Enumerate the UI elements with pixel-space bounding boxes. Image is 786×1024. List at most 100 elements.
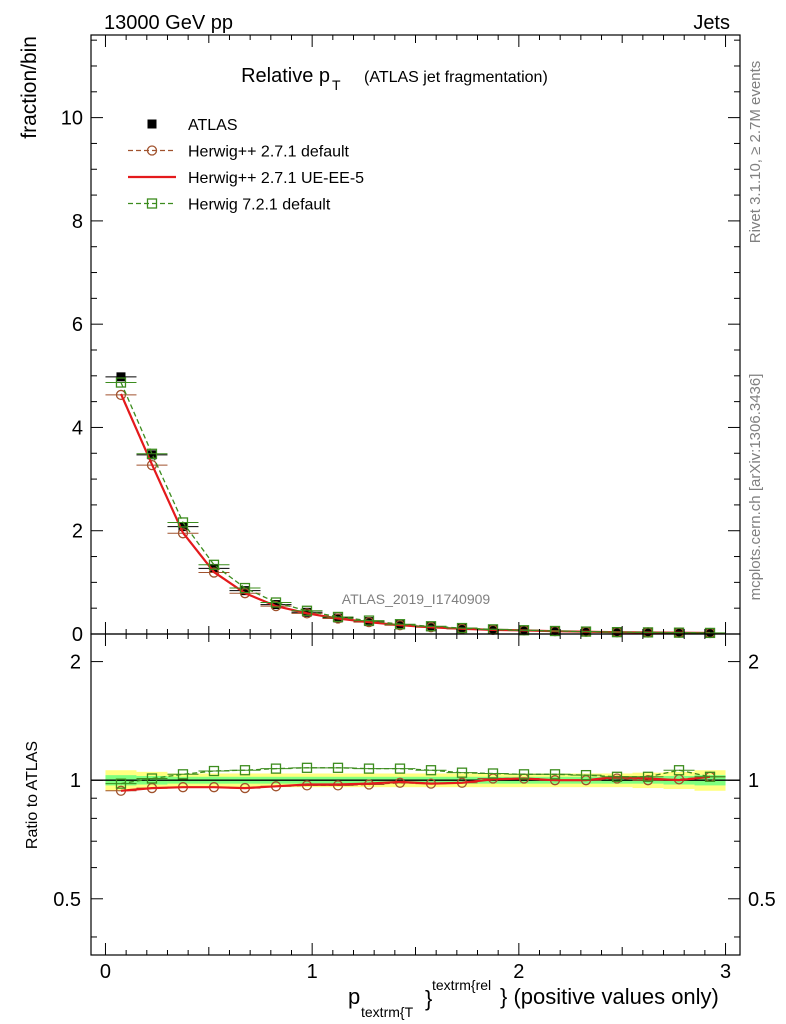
main-point: [208, 559, 220, 570]
ratio-point: [301, 762, 313, 773]
main-point: [240, 586, 250, 596]
ratio-point: [270, 763, 282, 774]
ratio-ytick-label-right: 0.5: [748, 889, 776, 911]
main-point: [177, 528, 189, 539]
legend-label: Herwig++ 2.7.1 default: [188, 144, 350, 161]
main-point: [673, 627, 685, 638]
ratio-point: [146, 773, 158, 784]
main-point: [642, 627, 654, 638]
main-point: [115, 377, 127, 388]
ratio-xtick-label: 3: [720, 961, 731, 983]
xlabel-p: p: [348, 984, 360, 1009]
rivet-label: Rivet 3.1.10, ≥ 2.7M events: [747, 61, 764, 244]
main-point: [456, 622, 468, 634]
main-point: [549, 625, 561, 637]
legend-marker: [146, 198, 158, 209]
main-title: Relative p T (ATLAS jet fragmentation): [241, 65, 548, 93]
main-panel: 0 2 4 6 8 10 fraction/bin Relative p T (ATLAS…: [18, 34, 741, 646]
ratio-point: [487, 768, 499, 779]
ratio-marks: [91, 762, 740, 796]
title-sub: T: [332, 77, 341, 93]
legend-label: Herwig++ 2.7.1 UE-EE-5: [188, 170, 364, 187]
ratio-xtick-label: 0: [100, 961, 111, 983]
ratio-ytick-label: 1: [70, 770, 81, 792]
ratio-point: [611, 771, 623, 782]
mcplots-label: mcplots.cern.ch [arXiv:1306.3436]: [747, 374, 764, 601]
ratio-point: [456, 767, 468, 778]
main-series-herwig-7-2-1-default: [105, 377, 726, 639]
watermark: ATLAS_2019_I1740909: [342, 591, 491, 607]
main-ytick-label: 6: [72, 314, 83, 336]
ratio-point: [394, 763, 406, 774]
ratio-point: [704, 771, 716, 782]
legend-entry-herwig-2-7-1-ue-ee-5: Herwig++ 2.7.1 UE-EE-5: [128, 170, 364, 187]
ratio-xtick-label: 1: [307, 961, 318, 983]
xlabel-suffix: } (positive values only): [500, 984, 719, 1009]
legend-label: Herwig 7.2.1 default: [188, 197, 331, 214]
title-text: Relative p: [241, 65, 330, 87]
legend-entry-herwig-7-2-1-default: Herwig 7.2.1 default: [128, 197, 331, 214]
ratio-point: [673, 765, 685, 776]
ratio-point: [177, 769, 189, 780]
ratio-series-herwig-7-2-1-default: [105, 762, 726, 789]
ratio-frame: [90, 633, 741, 956]
ratio-ytick-label: 2: [70, 652, 81, 674]
ratio-point: [580, 769, 592, 781]
ratio-point: [332, 762, 344, 773]
ratio-ylabel: Ratio to ATLAS: [24, 741, 41, 849]
main-point: [208, 567, 220, 578]
main-point: [611, 626, 623, 638]
ratio-panel: 0.5 0.5 1 1 2 2 0 1 2 3 Ratio to ATLAS p textrm{T…: [24, 633, 776, 1020]
ratio-point: [518, 769, 530, 780]
legend-entry-herwig-2-7-1-default: Herwig++ 2.7.1 default: [128, 144, 350, 161]
ratio-point: [642, 771, 654, 782]
main-marks: [105, 372, 726, 639]
main-ytick-label: 10: [61, 108, 83, 130]
ratio-point: [208, 765, 220, 777]
main-ytick-label: 0: [72, 624, 83, 646]
main-point: [239, 582, 251, 594]
header-left: 13000 GeV pp: [104, 12, 233, 34]
ratio-point: [425, 765, 437, 776]
main-point: [425, 621, 437, 632]
title-suffix: (ATLAS jet fragmentation): [364, 69, 548, 86]
legend-marker: [147, 119, 157, 129]
main-ytick-label: 4: [72, 417, 83, 439]
legend: ATLAS Herwig++ 2.7.1 default Herwig++ 2.7.…: [128, 117, 364, 214]
ratio-point: [115, 778, 127, 789]
ratio-point: [549, 769, 561, 780]
main-point: [301, 605, 313, 616]
ratio-ytick-label: 0.5: [53, 889, 81, 911]
xlabel-brace: }: [425, 986, 432, 1011]
x-axis-label: p textrm{T } textrm{rel } (positive valu…: [348, 977, 719, 1020]
ratio-ticks: 0.5 0.5 1 1 2 2 0 1 2 3: [53, 634, 776, 983]
main-ylabel: fraction/bin: [18, 36, 41, 139]
ratio-series-herwig-2-7-1-ue-ee-5: [120, 775, 711, 792]
main-point: [146, 448, 158, 459]
main-point: [332, 611, 344, 623]
xlabel-sub: textrm{T: [361, 1004, 414, 1020]
main-ytick-label: 8: [72, 211, 83, 233]
ratio-ytick-label-right: 2: [748, 652, 759, 674]
main-point: [394, 619, 406, 630]
main-point: [270, 597, 282, 608]
xlabel-sup: textrm{rel: [432, 977, 491, 993]
ratio-point: [239, 765, 251, 776]
ratio-xtick-label: 2: [513, 961, 524, 983]
main-point: [116, 372, 126, 382]
main-point: [147, 450, 157, 460]
main-ytick-label: 2: [72, 521, 83, 543]
main-point: [177, 517, 189, 528]
main-point: [363, 615, 375, 626]
main-point: [271, 600, 281, 610]
ratio-ytick-label-right: 1: [748, 770, 759, 792]
header-right: Jets: [693, 12, 730, 34]
ratio-line-herwig-2-7-1-ue-ee-5: [120, 775, 711, 792]
legend-marker: [146, 145, 158, 156]
ratio-point: [363, 763, 375, 774]
main-ticks: 0 2 4 6 8 10: [61, 35, 740, 646]
main-point: [518, 625, 530, 636]
main-point: [580, 626, 592, 637]
legend-label: ATLAS: [188, 117, 238, 134]
